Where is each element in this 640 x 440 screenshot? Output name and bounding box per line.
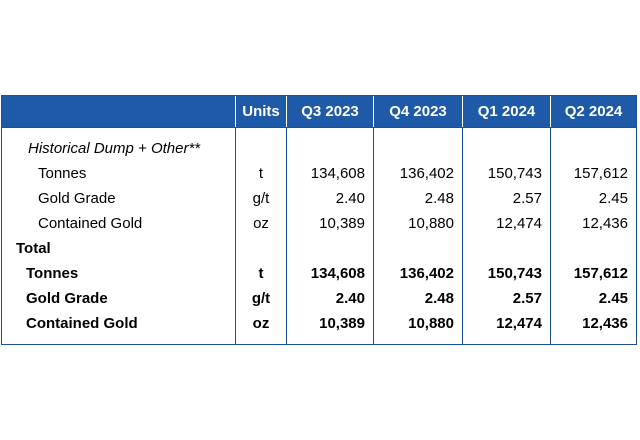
table-row: Gold Grade g/t 2.40 2.48 2.57 2.45 <box>2 186 636 211</box>
row-unit: oz <box>235 211 286 236</box>
row-label: Contained Gold <box>38 215 143 232</box>
total-row: Contained Gold oz 10,389 10,880 12,474 1… <box>2 311 636 336</box>
header-cell-q2-2024: Q2 2024 <box>550 96 636 127</box>
header-cell-q3-2023: Q3 2023 <box>286 96 373 127</box>
header-cell-q1-2024: Q1 2024 <box>462 96 550 127</box>
value-cell: 136,402 <box>373 161 462 186</box>
row-label: Gold Grade <box>38 190 116 207</box>
row-label: Tonnes <box>26 265 79 282</box>
value-cell: 12,474 <box>462 311 550 336</box>
value-cell: 10,880 <box>373 211 462 236</box>
value-cell: 10,389 <box>286 211 373 236</box>
value-cell: 157,612 <box>550 161 636 186</box>
header-cell-units: Units <box>235 96 286 127</box>
table-row: Tonnes t 134,608 136,402 150,743 157,612 <box>2 161 636 186</box>
total-row: Tonnes t 134,608 136,402 150,743 157,612 <box>2 261 636 286</box>
spacer-row <box>2 128 636 136</box>
value-cell: 2.45 <box>550 186 636 211</box>
value-cell: 2.40 <box>286 186 373 211</box>
total-heading-row: Total <box>2 236 636 261</box>
production-table: Units Q3 2023 Q4 2023 Q1 2024 Q2 2024 Hi… <box>1 95 637 345</box>
table-header-row: Units Q3 2023 Q4 2023 Q1 2024 Q2 2024 <box>2 96 636 128</box>
section-label: Historical Dump + Other** <box>28 140 201 157</box>
value-cell: 12,436 <box>550 311 636 336</box>
header-cell-q4-2023: Q4 2023 <box>373 96 462 127</box>
header-cell-label <box>2 96 235 127</box>
row-unit: g/t <box>235 286 286 311</box>
value-cell: 2.48 <box>373 186 462 211</box>
value-cell: 10,880 <box>373 311 462 336</box>
total-row: Gold Grade g/t 2.40 2.48 2.57 2.45 <box>2 286 636 311</box>
row-unit: g/t <box>235 186 286 211</box>
row-label: Contained Gold <box>26 315 138 332</box>
row-unit: t <box>235 161 286 186</box>
value-cell: 136,402 <box>373 261 462 286</box>
row-unit: t <box>235 261 286 286</box>
value-cell: 134,608 <box>286 261 373 286</box>
row-unit: oz <box>235 311 286 336</box>
value-cell: 12,436 <box>550 211 636 236</box>
total-label: Total <box>16 240 51 257</box>
value-cell: 134,608 <box>286 161 373 186</box>
row-label: Tonnes <box>38 165 87 182</box>
value-cell: 12,474 <box>462 211 550 236</box>
value-cell: 2.57 <box>462 186 550 211</box>
value-cell: 10,389 <box>286 311 373 336</box>
value-cell: 150,743 <box>462 261 550 286</box>
value-cell: 2.40 <box>286 286 373 311</box>
value-cell: 150,743 <box>462 161 550 186</box>
row-label: Gold Grade <box>26 290 108 307</box>
value-cell: 2.45 <box>550 286 636 311</box>
section-heading-row: Historical Dump + Other** <box>2 136 636 161</box>
value-cell: 2.57 <box>462 286 550 311</box>
value-cell: 157,612 <box>550 261 636 286</box>
value-cell: 2.48 <box>373 286 462 311</box>
spacer-row <box>2 336 636 344</box>
table-row: Contained Gold oz 10,389 10,880 12,474 1… <box>2 211 636 236</box>
